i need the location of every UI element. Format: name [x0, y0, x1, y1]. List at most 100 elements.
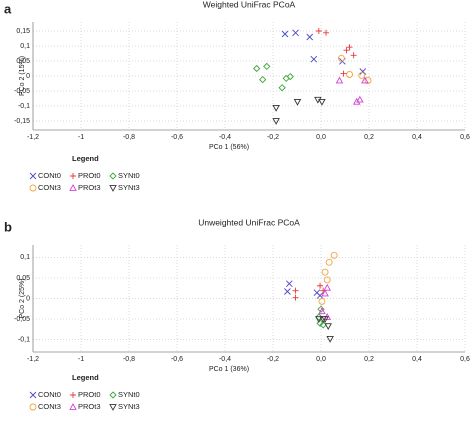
chart-title: Unweighted UniFrac PCoA — [198, 217, 300, 227]
legend-marker — [29, 184, 37, 192]
legend-label: PROt0 — [78, 390, 101, 399]
x-tick-label: -0,4 — [219, 134, 231, 141]
legend-marker — [69, 184, 77, 191]
point — [352, 97, 361, 105]
legend-label: PROt3 — [78, 183, 101, 192]
legend-label: CONt3 — [38, 402, 61, 411]
x-axis-label: PCo 1 (56%) — [209, 144, 249, 151]
legend-title: Legend — [72, 154, 99, 163]
point — [340, 70, 347, 77]
x-tick-label: -0,8 — [123, 356, 135, 363]
point — [343, 47, 350, 54]
point — [346, 44, 353, 51]
point — [286, 280, 293, 288]
point — [281, 30, 289, 38]
legend-label: SYNt0 — [118, 171, 140, 180]
point — [284, 288, 291, 295]
legend-marker — [29, 403, 37, 411]
y-tick-label: -0,15 — [14, 118, 30, 125]
point — [272, 104, 280, 112]
y-axis-label: PCo 2 (15%) — [19, 56, 26, 96]
point — [323, 276, 331, 284]
point — [317, 282, 324, 289]
point — [324, 323, 332, 330]
point — [346, 71, 354, 78]
legend-title: Legend — [72, 373, 99, 382]
legend-marker — [70, 173, 76, 179]
point — [321, 268, 329, 276]
y-tick-label: 0 — [26, 295, 30, 302]
x-tick-label: -1,2 — [27, 356, 39, 363]
legend-marker — [70, 392, 76, 398]
x-tick-label: -1 — [78, 356, 84, 363]
point — [292, 294, 299, 301]
x-tick-label: 0,2 — [364, 356, 374, 363]
x-tick-label: -1 — [78, 134, 84, 141]
y-tick-label: 0,15 — [16, 28, 30, 35]
x-tick-label: 0,4 — [412, 134, 422, 141]
x-tick-label: -0,2 — [267, 356, 279, 363]
point — [272, 118, 280, 125]
x-tick-label: 0,4 — [412, 356, 422, 363]
legend-marker — [29, 391, 37, 399]
legend-marker — [109, 404, 117, 411]
point — [361, 76, 369, 84]
x-tick-label: -0,8 — [123, 134, 135, 141]
x-tick-label: -1,2 — [27, 134, 39, 141]
y-axis-label: PCo 2 (25%) — [19, 278, 26, 318]
point — [323, 29, 330, 36]
x-tick-label: 0,6 — [460, 356, 470, 363]
x-tick-label: -0,6 — [171, 134, 183, 141]
point — [310, 55, 318, 63]
legend-marker — [109, 391, 117, 399]
point — [292, 287, 299, 294]
point — [293, 98, 302, 106]
point — [325, 258, 333, 266]
panel-label: a — [4, 1, 12, 16]
point — [315, 313, 323, 321]
point — [318, 98, 326, 106]
point — [356, 95, 364, 103]
point — [263, 62, 271, 71]
point — [350, 52, 357, 59]
x-axis-label: PCo 1 (36%) — [209, 366, 249, 373]
y-tick-label: -0,05 — [14, 316, 30, 323]
y-tick-label: 0,05 — [16, 58, 30, 65]
legend-label: SYNt3 — [118, 402, 140, 411]
point — [253, 64, 261, 73]
point — [323, 283, 332, 291]
x-tick-label: 0,6 — [460, 134, 470, 141]
legend-label: CONt0 — [38, 390, 61, 399]
legend-label: SYNt0 — [118, 390, 140, 399]
x-tick-label: -0,6 — [171, 356, 183, 363]
point — [335, 76, 344, 84]
x-tick-label: -0,2 — [267, 134, 279, 141]
legend-label: CONt0 — [38, 171, 61, 180]
y-tick-label: -0,1 — [18, 336, 30, 343]
point — [318, 298, 326, 305]
point — [292, 29, 299, 37]
x-tick-label: 0,0 — [316, 356, 326, 363]
legend-marker — [109, 172, 117, 180]
point — [358, 72, 366, 79]
point — [286, 72, 294, 81]
point — [316, 292, 324, 299]
y-tick-label: -0,05 — [14, 88, 30, 95]
x-tick-label: -0,4 — [219, 356, 231, 363]
point — [326, 335, 334, 343]
point — [318, 307, 326, 315]
x-tick-label: 0,0 — [316, 134, 326, 141]
legend-label: PROt3 — [78, 402, 101, 411]
point — [330, 251, 338, 259]
panel-label: b — [4, 219, 12, 234]
point — [337, 54, 345, 62]
point — [315, 28, 322, 34]
point — [316, 319, 324, 327]
legend-marker — [69, 403, 77, 410]
point — [259, 75, 267, 84]
point — [306, 33, 314, 41]
y-tick-label: 0 — [26, 73, 30, 80]
point — [315, 316, 323, 324]
legend-marker — [29, 172, 37, 180]
